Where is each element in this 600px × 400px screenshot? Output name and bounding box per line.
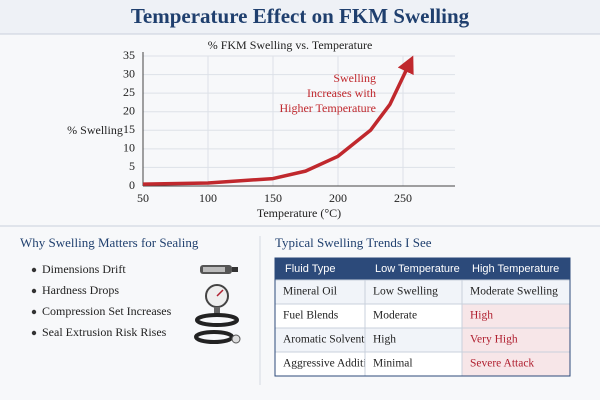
table-cell: [274, 327, 366, 353]
x-tick-label: 250: [394, 191, 412, 205]
y-tick-label: 0: [129, 178, 135, 192]
table-text: Severe Attack: [470, 358, 534, 370]
table-text: Aromatic Solvents: [283, 334, 369, 346]
annotation: Swelling: [333, 71, 376, 85]
bullet: [31, 288, 37, 294]
table-header-bg: [275, 258, 570, 280]
y-axis-label: % Swelling: [67, 123, 123, 137]
table-text: Mineral Oil: [283, 286, 337, 298]
bullet: [31, 309, 37, 315]
table-border: [274, 257, 571, 377]
trend-table: Fluid Type Low Temperature High Temperatur…: [274, 257, 571, 377]
table-header: Fluid Type: [285, 263, 336, 275]
x-tick-label: 100: [199, 191, 217, 205]
bullet-text: Dimensions Drift: [42, 262, 126, 276]
chart: 0 5 10 15 20 25 30 35 50 100 150 200 250 SwellingIncr…: [123, 48, 455, 205]
annotation: Increases with: [307, 86, 376, 100]
annotation: Higher Temperature: [279, 101, 376, 115]
left-heading: Why Swelling Matters for Sealing: [20, 235, 199, 250]
right-heading: Typical Swelling Trends I See: [275, 235, 432, 250]
table-cell: [461, 279, 571, 305]
gauge-icon: [205, 284, 229, 315]
y-tick-label: 25: [123, 85, 135, 99]
table-cell: [274, 279, 366, 305]
table-text: Aggressive Additives: [283, 358, 382, 370]
y-tick-label: 5: [129, 159, 135, 173]
caliper-icon: [200, 265, 238, 274]
bullet-text: Seal Extrusion Risk Rises: [42, 325, 167, 339]
page-title: Temperature Effect on FKM Swelling: [131, 4, 470, 28]
table-cell: [364, 351, 463, 377]
table-text: High: [470, 310, 493, 322]
table-text: Moderate: [373, 310, 417, 322]
table-header: Low Temperature: [375, 263, 460, 275]
y-tick-label: 20: [123, 103, 135, 117]
table-text: Fuel Blends: [283, 310, 339, 322]
table-text: High: [373, 334, 396, 346]
table-text: Very High: [470, 334, 518, 346]
chart-title: % FKM Swelling vs. Temperature: [208, 38, 373, 52]
bullet-list: Dimensions Drift Hardness Drops Compressio…: [31, 262, 172, 339]
x-tick-label: 50: [137, 191, 149, 205]
y-tick-label: 30: [123, 66, 135, 80]
title-band: [0, 0, 600, 34]
x-axis-label: Temperature (°C): [257, 206, 341, 220]
table-text: Moderate Swelling: [470, 286, 558, 298]
x-tick-label: 200: [329, 191, 347, 205]
y-tick-label: 15: [123, 122, 135, 136]
y-tick-label: 10: [123, 141, 135, 155]
y-tick-label: 35: [123, 48, 135, 62]
data-line: [142, 55, 414, 186]
table-text: Minimal: [373, 358, 413, 370]
table-header: High Temperature: [472, 263, 559, 275]
table-cell: [364, 303, 463, 329]
seal-icon: [194, 313, 241, 344]
bullet: [31, 330, 37, 336]
bullet: [31, 267, 37, 273]
bullet-text: Hardness Drops: [42, 283, 119, 297]
table-text: Low Swelling: [373, 286, 438, 298]
x-tick-label: 150: [264, 191, 282, 205]
bullet-text: Compression Set Increases: [42, 304, 172, 318]
